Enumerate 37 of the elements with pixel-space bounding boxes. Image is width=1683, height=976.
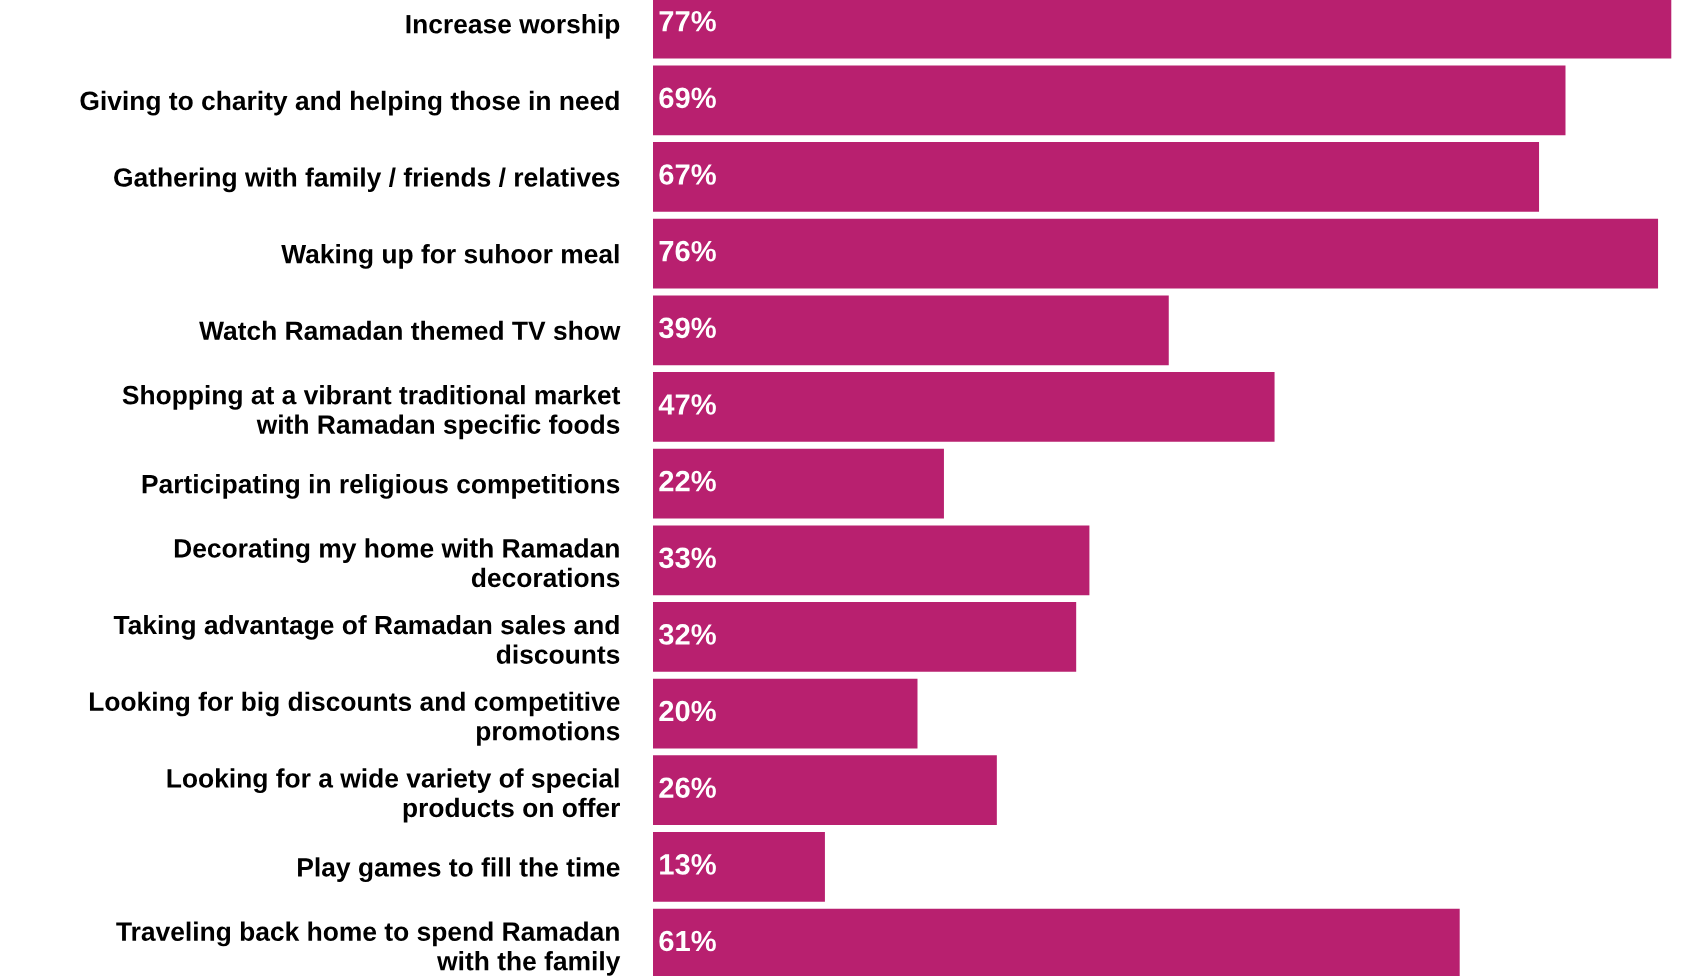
y-tick-label: Increase worship [406, 14, 620, 39]
bar [653, 142, 1540, 212]
y-tick-label: Waking up for suhoor meal [281, 244, 619, 269]
bar [653, 65, 1566, 136]
bar [653, 448, 944, 519]
bar [653, 372, 1275, 442]
data-label: 39% [658, 317, 716, 339]
data-label: 67% [659, 164, 716, 185]
bar [653, 525, 1090, 596]
y-tick-label: Looking for big discounts and competitive promotions [89, 691, 620, 746]
data-label: 61% [659, 930, 716, 952]
bar [653, 218, 1659, 289]
data-label: 47% [658, 394, 716, 415]
data-label: 33% [658, 547, 716, 569]
data-label: 26% [659, 777, 716, 799]
data-label: 69% [659, 87, 716, 109]
data-label: 76% [659, 240, 716, 262]
data-label: 22% [659, 470, 716, 492]
y-tick-label: Gathering with family / friends / relatives [114, 167, 620, 193]
bar [653, 678, 918, 749]
y-tick-label: Play games to fill the time [298, 857, 620, 883]
bar [653, 755, 997, 826]
data-label: 32% [658, 624, 716, 645]
data-label: 13% [660, 854, 716, 875]
bar [653, 832, 825, 902]
y-tick-label: Taking advantage of Ramadan sales and discounts [113, 615, 620, 664]
y-tick-label: Decorating my home with Ramadan decorations [174, 538, 620, 588]
y-tick-label: Traveling back home to spend Ramadan with the family [116, 921, 621, 976]
bar [653, 295, 1169, 366]
y-tick-label: Giving to charity and helping those in need [80, 90, 619, 116]
y-tick-label: Shopping at a vibrant traditional market with Ramadan specific foods [122, 385, 621, 440]
y-tick-label: Looking for a wide variety of special products on offer [167, 768, 620, 823]
y-tick-label: Watch Ramadan themed TV show [199, 320, 621, 341]
data-label: 77% [659, 10, 716, 32]
data-label: 20% [659, 700, 716, 722]
bar [653, 602, 1077, 672]
y-tick-label: Participating in religious competitions [142, 474, 620, 499]
